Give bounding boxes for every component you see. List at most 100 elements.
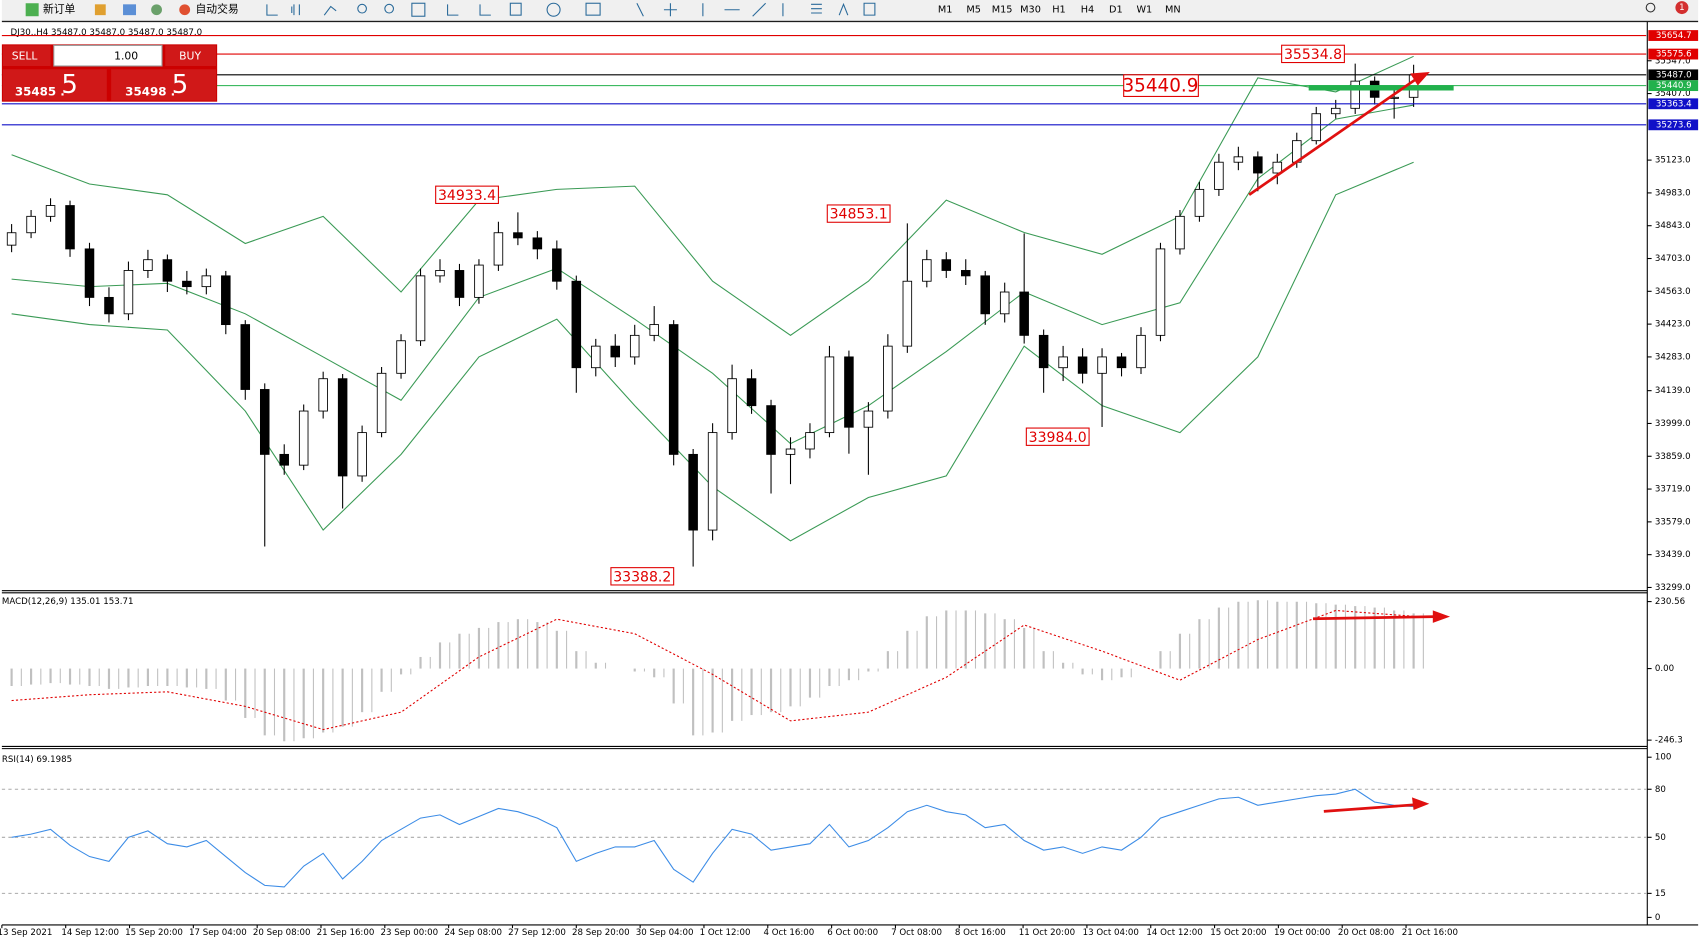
x-tick-label: 7 Oct 08:00 xyxy=(891,928,942,938)
buy-label[interactable]: BUY xyxy=(179,49,201,62)
price-level-tag xyxy=(1648,80,1699,92)
buy-button[interactable] xyxy=(165,45,217,66)
panel-frames xyxy=(1,21,1699,926)
auto-trading[interactable]: 自动交易 xyxy=(196,2,239,16)
candle-body xyxy=(84,248,95,298)
annotation-box xyxy=(435,185,499,204)
timeframe-button[interactable]: M30 xyxy=(1020,5,1041,16)
candle-body xyxy=(1038,334,1049,369)
x-tick-label: 1 Oct 12:00 xyxy=(700,928,751,938)
notification-badge[interactable] xyxy=(1675,1,1689,15)
lot-value[interactable]: 1.00 xyxy=(114,49,138,62)
x-tick-label: 21 Sep 16:00 xyxy=(317,928,375,938)
x-tick-label: 28 Sep 20:00 xyxy=(572,928,630,938)
buy-price-big[interactable]: 5 xyxy=(172,70,189,100)
price-level-tag xyxy=(1648,48,1699,60)
y-tick-label: 34703.0 xyxy=(1655,254,1691,264)
candle-body xyxy=(1077,356,1088,374)
sell-button[interactable] xyxy=(2,45,51,66)
annotation-box xyxy=(610,567,675,586)
new-order-icon[interactable] xyxy=(25,3,39,17)
y-tick-label: 34563.0 xyxy=(1655,287,1691,297)
candle-body xyxy=(240,324,251,390)
x-tick-label: 23 Sep 00:00 xyxy=(381,928,439,938)
sell-price[interactable]: 35485 . xyxy=(15,84,65,98)
macd-signal xyxy=(11,609,1414,731)
notification-count: 1 xyxy=(1679,3,1685,13)
icon[interactable] xyxy=(94,4,106,16)
candle-body xyxy=(123,270,134,315)
sell-price-big[interactable]: 5 xyxy=(61,70,78,100)
plot-layer: 35547.0 35407.0 35123.0 34983.0 34843.0 34703… xyxy=(0,30,1699,938)
y-tick-label: 33999.0 xyxy=(1655,419,1691,429)
x-tick-label: 30 Sep 04:00 xyxy=(636,928,694,938)
candle-body xyxy=(571,280,582,369)
y-tick-label: 33439.0 xyxy=(1655,550,1691,560)
price-level-label: 35273.6 xyxy=(1656,120,1692,130)
annotation-box xyxy=(826,204,891,223)
candle-body xyxy=(1136,334,1146,369)
x-tick-label: 17 Sep 04:00 xyxy=(189,928,247,938)
tool-icons[interactable] xyxy=(266,2,876,17)
timeframe-button[interactable]: M5 xyxy=(966,5,981,16)
candle-body xyxy=(104,296,114,315)
timeframe-button[interactable]: M1 xyxy=(938,5,953,16)
buy-price-box[interactable] xyxy=(111,69,217,101)
search-icon[interactable] xyxy=(1645,2,1656,13)
price-level-tag xyxy=(1648,119,1699,131)
candle-body xyxy=(591,345,601,369)
annotation: 35534.8 xyxy=(1284,47,1342,63)
candle-body xyxy=(1272,161,1283,174)
candle-body xyxy=(629,334,640,358)
candle-body xyxy=(376,372,387,434)
x-tick-label: 11 Oct 20:00 xyxy=(1019,928,1075,938)
candle-body xyxy=(649,324,659,336)
price-level-tag xyxy=(1648,30,1699,41)
candle-body xyxy=(960,270,971,277)
annotation: 33388.2 xyxy=(613,569,671,585)
candle-body xyxy=(26,215,36,234)
y-tick-label: 35547.0 xyxy=(1655,56,1691,66)
y-tick-label: 34983.0 xyxy=(1655,188,1691,198)
y-tick-label: 35407.0 xyxy=(1655,89,1691,99)
timeframe-button[interactable]: D1 xyxy=(1109,5,1123,16)
auto-trading-icon[interactable] xyxy=(179,4,191,16)
candle-body xyxy=(999,291,1010,315)
price-level-label: 35363.4 xyxy=(1656,99,1692,109)
annotation-box xyxy=(1281,44,1345,64)
candle-body xyxy=(883,345,893,412)
timeframe-button[interactable]: W1 xyxy=(1136,5,1152,16)
level-callout: 35440.9 xyxy=(1122,76,1198,97)
candle-body xyxy=(844,356,854,428)
candle-body xyxy=(532,237,543,250)
y-tick-label: 230.56 xyxy=(1655,597,1685,607)
icon[interactable] xyxy=(123,4,137,16)
buy-price[interactable]: 35498 . xyxy=(125,84,175,98)
x-tick-label: 27 Sep 12:00 xyxy=(508,928,566,938)
candle-body xyxy=(1311,113,1322,142)
sell-label[interactable]: SELL xyxy=(12,49,38,62)
candle-body xyxy=(1116,356,1127,369)
timeframe-button[interactable]: MN xyxy=(1165,5,1181,16)
candle-body xyxy=(1097,356,1107,374)
lot-input[interactable] xyxy=(53,44,163,67)
x-tick-label: 20 Oct 08:00 xyxy=(1338,928,1394,938)
y-tick-label: 50 xyxy=(1655,833,1666,843)
indicator-title: MACD(12,26,9) 135.01 153.71 xyxy=(2,597,134,607)
new-order[interactable]: 新订单 xyxy=(43,2,76,16)
candle-body xyxy=(610,345,621,358)
timeframe-button[interactable]: H4 xyxy=(1081,5,1095,16)
candle-body xyxy=(727,378,737,434)
icon[interactable] xyxy=(151,4,162,16)
bollinger-middle xyxy=(11,104,1414,445)
sell-price-box[interactable] xyxy=(2,69,107,101)
toolbar: 新订单 自动交易 M1 M5 M15 M30 H1 H4 D1 W1 MN 1 xyxy=(1,0,1699,22)
timeframe-button[interactable]: H1 xyxy=(1052,5,1066,16)
annotation: 34853.1 xyxy=(830,207,888,223)
timeframe-button[interactable]: M15 xyxy=(992,5,1013,16)
y-tick-label: 100 xyxy=(1655,753,1672,763)
candle-body xyxy=(824,356,835,434)
y-tick-label: 15 xyxy=(1655,889,1666,899)
candle-body xyxy=(1233,156,1244,163)
y-tick-label: 34139.0 xyxy=(1655,386,1691,396)
